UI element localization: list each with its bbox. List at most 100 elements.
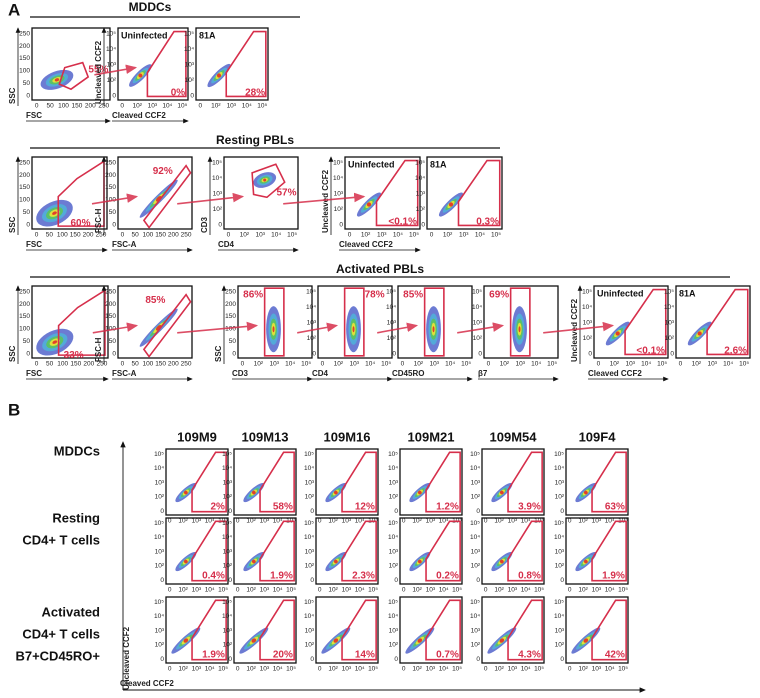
- y-tick-label: 50: [109, 338, 117, 345]
- x-tick-label: 10²: [443, 232, 453, 239]
- x-axis-label: Cleaved CCF2: [112, 111, 166, 120]
- gate-percent: 0%: [171, 87, 186, 98]
- cell-density: [251, 559, 256, 564]
- y-tick-label: 10³: [155, 627, 165, 634]
- x-tick-label: 0: [318, 518, 322, 525]
- x-tick-label: 10⁴: [393, 232, 403, 239]
- x-tick-label: 100: [58, 103, 69, 110]
- x-tick-label: 10³: [708, 361, 718, 368]
- y-tick-label: 10⁵: [388, 599, 398, 606]
- gate-percent: 1.9%: [270, 571, 293, 582]
- y-tick-label: 10³: [223, 627, 233, 634]
- flow-plot: 81A 0.3% 0 10² 10³ 10⁴ 10⁵ 0 10² 10³ 10⁴ 10⁵: [415, 156, 503, 239]
- x-tick-label: 10⁴: [355, 666, 365, 673]
- plot-frame: [565, 596, 629, 664]
- y-axis-label: CD3: [200, 216, 209, 233]
- x-tick-label: 200: [168, 232, 179, 239]
- plot-frame: [399, 596, 463, 664]
- x-axis-label: CD45RO: [392, 369, 424, 378]
- plot-frame: [481, 448, 545, 516]
- y-tick-label: 10⁵: [222, 599, 232, 606]
- cell-density: [263, 178, 267, 182]
- flow-plot: Uninfected 0% 0 10² 10³ 10⁴ 10⁵ 0 10² 10³ 10⁴ 10⁵ Cl…: [94, 27, 189, 124]
- y-tick-label: 10⁴: [222, 534, 232, 541]
- y-tick-label: 50: [23, 338, 31, 345]
- x-tick-label: 10³: [377, 232, 387, 239]
- gate-percent: 60%: [70, 218, 90, 229]
- cell-density: [183, 559, 188, 564]
- plot-frame: [399, 448, 463, 516]
- y-tick-label: 10³: [107, 61, 117, 68]
- y-tick-label: 10³: [471, 479, 481, 486]
- gate: [706, 288, 749, 356]
- x-tick-label: 0: [35, 103, 39, 110]
- x-tick-label: 0: [227, 232, 231, 239]
- y-tick-label: 10⁵: [154, 520, 164, 527]
- x-tick-label: 50: [46, 361, 54, 368]
- cell-density: [615, 331, 620, 336]
- plot-frame: [675, 285, 751, 359]
- x-tick-label: 10³: [192, 666, 202, 673]
- gate: [259, 599, 295, 661]
- x-tick-label: 10⁴: [445, 361, 455, 368]
- y-tick-label: 10⁵: [664, 288, 674, 295]
- cell-density: [499, 490, 504, 495]
- y-tick-label: 10³: [555, 548, 565, 555]
- y-tick-label: 10²: [555, 642, 565, 649]
- x-tick-label: 10²: [610, 361, 620, 368]
- x-tick-label: 10⁴: [641, 361, 651, 368]
- x-axis-label: FSC-A: [112, 240, 137, 249]
- gate-percent: 4.3%: [518, 650, 541, 661]
- cell-density: [183, 638, 189, 643]
- x-tick-label: 0: [402, 518, 406, 525]
- plot-frame: [117, 285, 193, 359]
- gate: [58, 61, 90, 91]
- x-tick-label: 10³: [342, 587, 352, 594]
- y-tick-label: 0: [478, 350, 482, 357]
- x-tick-label: 10³: [260, 666, 270, 673]
- y-tick-label: 10⁵: [222, 520, 232, 527]
- y-tick-label: 10²: [155, 494, 165, 501]
- y-tick-label: 10³: [416, 190, 426, 197]
- cell-density: [518, 326, 521, 333]
- x-axis-label: FSC: [26, 369, 42, 378]
- y-tick-label: 10³: [471, 627, 481, 634]
- y-tick-label: 250: [19, 288, 30, 295]
- y-tick-label: 10²: [223, 642, 233, 649]
- x-tick-label: 10⁴: [605, 587, 615, 594]
- gate-percent: 0.8%: [518, 571, 541, 582]
- x-axis-label: CD4: [218, 240, 235, 249]
- y-tick-label: 10⁵: [212, 159, 222, 166]
- gate-percent: 42%: [605, 650, 625, 661]
- y-tick-label: 10²: [305, 563, 315, 570]
- x-tick-label: 0: [199, 103, 203, 110]
- plot-frame: [399, 517, 463, 585]
- cell-density: [333, 559, 338, 564]
- x-tick-label: 250: [98, 103, 109, 110]
- gate: [375, 159, 419, 227]
- gate-percent: 57%: [277, 188, 297, 199]
- cell-density: [697, 331, 702, 336]
- x-tick-label: 10³: [430, 361, 440, 368]
- y-tick-label: 0: [670, 350, 674, 357]
- y-tick-label: 10²: [213, 206, 223, 213]
- flow-plot: 57% 0 10² 10³ 10⁴ 10⁵ 0 10² 10³ 10⁴ 10⁵ CD4 CD3: [200, 156, 299, 253]
- y-axis-label: SSC: [8, 216, 17, 233]
- x-tick-label: 10²: [361, 232, 371, 239]
- y-tick-label: 10³: [223, 548, 233, 555]
- y-tick-label: 10²: [155, 563, 165, 570]
- cell-density: [417, 559, 422, 564]
- y-tick-label: 250: [19, 30, 30, 37]
- y-tick-label: 10²: [555, 494, 565, 501]
- gate: [591, 599, 627, 661]
- plot-frame: [31, 156, 108, 230]
- y-tick-label: 10³: [305, 627, 315, 634]
- y-tick-label: 10⁴: [388, 465, 398, 472]
- y-tick-label: 10³: [387, 319, 397, 326]
